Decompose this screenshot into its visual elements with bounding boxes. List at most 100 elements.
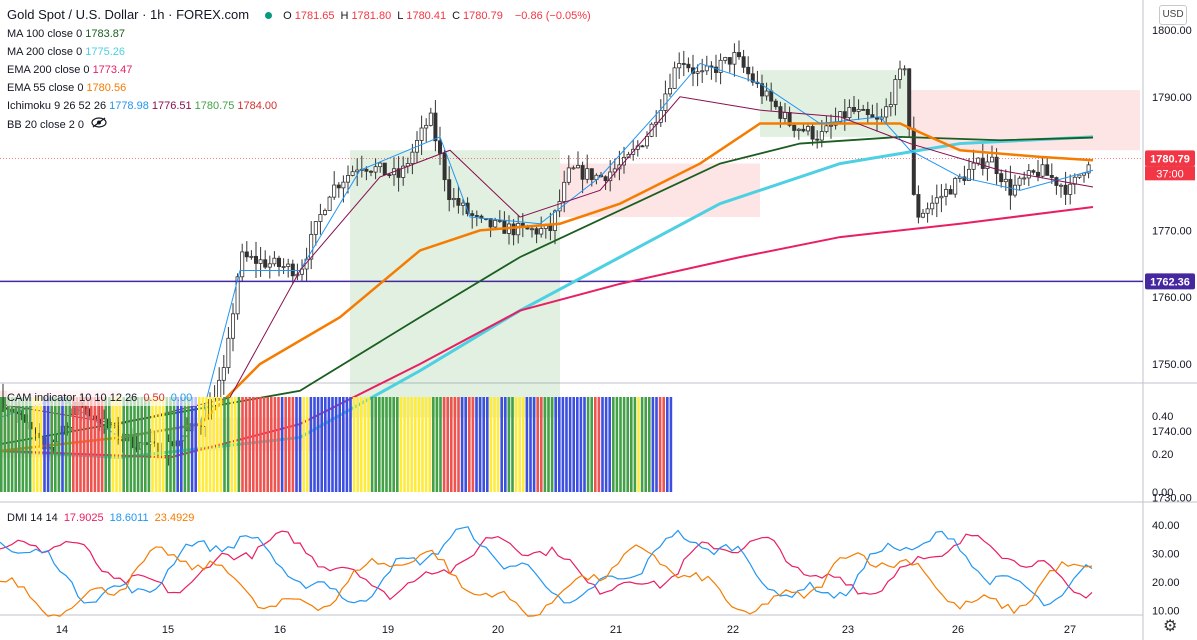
currency-button[interactable]: USD — [1159, 5, 1187, 25]
indicator-row[interactable]: MA 100 close 0 1783.87 — [7, 27, 128, 42]
candle-body — [796, 128, 801, 131]
dmi-title[interactable]: DMI 14 14 — [7, 512, 58, 524]
cam-bar — [284, 397, 287, 492]
gear-icon[interactable]: ⚙ — [1163, 618, 1178, 635]
cam-bar — [176, 397, 179, 492]
cam-bar — [226, 397, 230, 492]
cam-bar — [309, 397, 313, 492]
candle-body — [451, 197, 456, 201]
candle-body — [226, 337, 231, 369]
cam-bar — [280, 397, 284, 492]
candle-body — [990, 156, 995, 163]
cam-bar — [640, 397, 644, 492]
cam-bar — [90, 397, 93, 492]
cam-bar — [633, 397, 637, 492]
candle-body — [217, 379, 222, 400]
cam-bar — [36, 397, 39, 492]
hidden-eye-icon[interactable] — [91, 117, 107, 133]
candle-body — [801, 128, 806, 132]
cam-bar — [500, 397, 503, 492]
cam-bar — [471, 397, 475, 492]
cam-title[interactable]: CAM indicator 10 10 12 26 — [7, 392, 138, 404]
cam-bar — [608, 397, 611, 492]
cam-bar — [28, 397, 32, 492]
cam-bar — [57, 397, 61, 492]
candle-body — [806, 126, 811, 132]
cam-indicator-bars — [0, 397, 673, 492]
indicator-row[interactable]: BB 20 close 2 0 — [7, 117, 110, 133]
candle-body — [474, 215, 479, 217]
candle-body — [907, 68, 912, 130]
candle-body — [888, 104, 893, 108]
candle-body — [672, 67, 677, 89]
candle-body — [456, 197, 461, 206]
candle-body — [318, 214, 323, 222]
cam-bar — [597, 397, 601, 492]
symbol-header: Gold Spot / U.S. Dollar · 1h · FOREX.com… — [7, 7, 594, 24]
candle-body — [714, 66, 719, 73]
cam-bar — [579, 397, 583, 492]
cam-bar — [547, 397, 550, 492]
candle-body — [691, 67, 696, 74]
price-tick: 1730.00 — [1152, 493, 1192, 505]
cam-bar — [568, 397, 572, 492]
candle-body — [272, 257, 277, 265]
candle-body — [327, 196, 332, 211]
indicator-row[interactable]: EMA 55 close 0 1780.56 — [7, 81, 129, 96]
cam-bar — [478, 397, 482, 492]
cam-bar — [298, 397, 302, 492]
candle-body — [976, 157, 981, 164]
candle-body — [930, 202, 935, 210]
indicator-row[interactable]: MA 200 close 0 1775.26 — [7, 45, 128, 60]
candle-body — [221, 367, 226, 381]
candle-body — [566, 167, 571, 183]
cam-bar — [540, 397, 543, 492]
cam-bar — [658, 397, 662, 492]
last-price-label-bg — [1145, 150, 1195, 167]
candle-body — [948, 189, 953, 195]
cam-bar — [669, 397, 673, 492]
cam-bar — [511, 397, 514, 492]
candle-body — [313, 221, 318, 235]
cam-bar — [190, 397, 194, 492]
cam-bar — [432, 397, 435, 492]
cam-bar — [126, 397, 129, 492]
ohlc-values: O 1781.65 H 1781.80 L 1780.41 C 1780.79 — [283, 10, 509, 22]
indicator-row[interactable]: EMA 200 close 0 1773.47 — [7, 63, 135, 78]
candle-body — [336, 184, 341, 189]
candle-body — [658, 110, 663, 123]
indicator-label: EMA 55 close 0 — [7, 82, 84, 94]
candle-body — [824, 125, 829, 132]
cam-bar — [406, 397, 410, 492]
cam-bar — [187, 397, 190, 492]
cam-bar — [507, 397, 511, 492]
candle-body — [235, 276, 240, 315]
cam-bar — [576, 397, 579, 492]
indicator-label: MA 200 close 0 — [7, 46, 83, 58]
cam-bar — [68, 397, 71, 492]
candle-body — [267, 263, 272, 268]
price-tick: 1800.00 — [1152, 25, 1192, 37]
indicator-row[interactable]: Ichimoku 9 26 52 26 1778.98 1776.51 1780.75… — [7, 99, 280, 114]
cam-bar — [118, 397, 122, 492]
candle-body — [1068, 183, 1073, 195]
indicator-value: 1783.87 — [85, 28, 125, 40]
cam-bar — [381, 397, 385, 492]
symbol-title[interactable]: Gold Spot / U.S. Dollar · 1h · FOREX.com — [7, 7, 250, 22]
candle-body — [387, 174, 392, 177]
candle-body — [603, 176, 608, 182]
cam-bar — [302, 397, 305, 492]
candle-body — [737, 52, 742, 58]
cam-bar — [586, 397, 590, 492]
candle-body — [640, 145, 645, 148]
cam-bar — [370, 397, 374, 492]
cam-bar — [435, 397, 439, 492]
cam-bar — [194, 397, 197, 492]
cam-bar — [306, 397, 309, 492]
price-change: −0.86 (−0.05%) — [514, 10, 591, 22]
indicator-value: 1780.56 — [86, 82, 127, 94]
cam-bar — [277, 397, 280, 492]
cam-bar — [61, 397, 64, 492]
cam-bar — [594, 397, 597, 492]
